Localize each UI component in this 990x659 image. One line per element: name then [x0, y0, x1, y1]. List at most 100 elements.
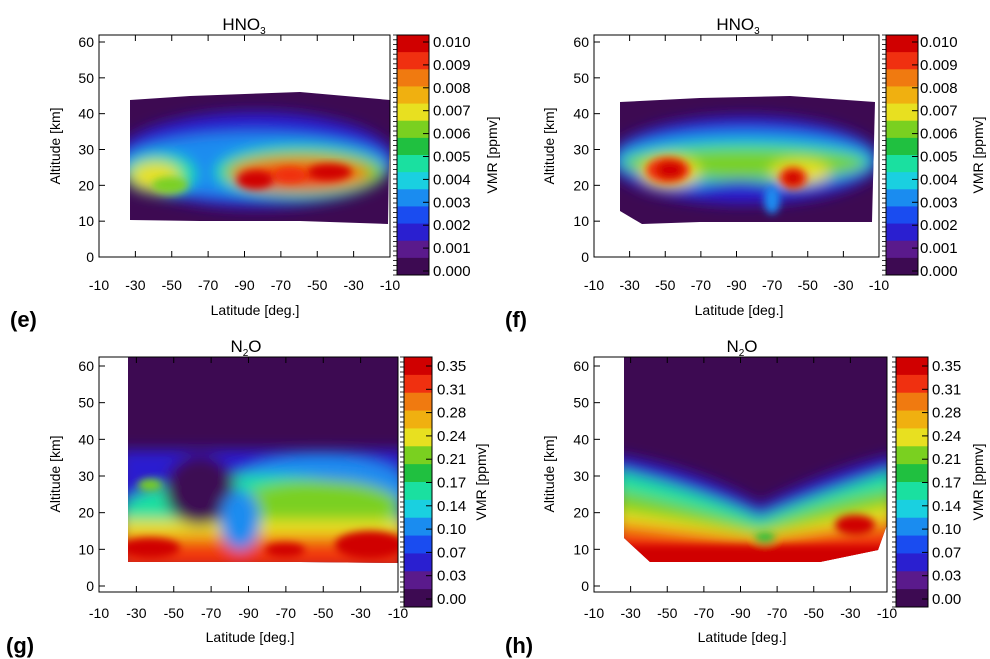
colorbar-tick-label: 0.07 [437, 544, 466, 561]
xtick-label: -90 [238, 605, 258, 621]
colorbar-tick-label: 0.17 [437, 475, 466, 492]
colorbar-segment [896, 428, 928, 447]
xtick-label: -70 [276, 605, 296, 621]
colorbar-tick-label: 0.006 [433, 126, 471, 143]
xtick-label: -50 [307, 277, 327, 293]
xlabel-g: Latitude [deg.] [206, 629, 295, 645]
panel-label-h: (h) [505, 633, 533, 658]
xlabel-h: Latitude [deg.] [698, 629, 787, 645]
xtick-label: -50 [804, 605, 824, 621]
colorbar-tick-label: 0.005 [433, 149, 471, 166]
panel-g: 0 10 20 30 40 50 60 -10 -30 -50 -70 -90 -70 -50 -30 -10… [78, 356, 466, 621]
heatmap-g [128, 357, 398, 563]
panel-title-g: N2O [230, 337, 261, 359]
colorbar-segment [886, 52, 918, 70]
colorbar-tick-label: 0.003 [433, 194, 471, 211]
colorbar-segment [404, 535, 432, 554]
xtick-label: -70 [691, 277, 711, 293]
ytick-label: 40 [78, 106, 94, 122]
colorbar-segment [397, 120, 429, 139]
xtick-label: -70 [198, 277, 218, 293]
colorbar-segment [896, 410, 928, 429]
colorbar-f: 0.010 0.009 0.008 0.007 0.006 0.005 0.004 0.003… [882, 34, 958, 280]
colorbar-segment [886, 69, 918, 87]
heatmap-f [620, 96, 875, 224]
colorbar-segment [886, 206, 918, 225]
colorbar-segment [896, 553, 928, 572]
colorbar-label-h: VMR [ppmv] [970, 443, 986, 520]
colorbar-segment [886, 103, 918, 122]
colorbar-label-e: VMR [ppmv] [484, 116, 500, 193]
colorbar-segment [404, 374, 432, 394]
colorbar-segment [896, 589, 928, 608]
xtick-label: -10 [877, 605, 897, 621]
xtick-label: -50 [164, 605, 184, 621]
colorbar-e: 0.010 0.009 0.008 0.007 0.006 0.005 0.004 0.003… [393, 34, 471, 280]
colorbar-tick-label: 0.010 [920, 34, 958, 51]
ytick-label: 10 [78, 213, 94, 229]
ylabel-h: Altitude [km] [541, 435, 557, 512]
ytick-label: 50 [573, 70, 589, 86]
colorbar-tick-label: 0.010 [433, 34, 471, 51]
xtick-label: -30 [620, 277, 640, 293]
colorbar-segment [404, 589, 432, 608]
colorbar-tick-label: 0.03 [437, 568, 466, 585]
colorbar-tick-label: 0.31 [932, 381, 961, 398]
ytick-label: 0 [86, 249, 94, 265]
xtick-label: -70 [762, 277, 782, 293]
colorbar-segment [404, 482, 432, 501]
colorbar-segment [896, 571, 928, 590]
colorbar-segment [896, 357, 928, 376]
colorbar-tick-label: 0.008 [433, 80, 471, 97]
panel-label-e: (e) [10, 307, 37, 332]
xtick-label: -30 [840, 605, 860, 621]
xtick-label: -10 [89, 277, 109, 293]
colorbar-tick-label: 0.007 [433, 103, 471, 120]
colorbar-tick-label: 0.24 [437, 428, 466, 445]
colorbar-tick-label: 0.10 [932, 521, 961, 538]
xtick-label: -70 [694, 605, 714, 621]
xtick-label: -90 [234, 277, 254, 293]
xlabel-e: Latitude [deg.] [211, 302, 300, 318]
ytick-label: 50 [78, 395, 94, 411]
xtick-label: -90 [726, 277, 746, 293]
colorbar-tick-label: 0.004 [433, 171, 471, 188]
panel-label-g: (g) [6, 633, 34, 658]
xtick-label: -10 [380, 277, 400, 293]
ytick-label: 60 [573, 358, 589, 374]
ytick-label: 30 [78, 142, 94, 158]
xtick-label: -50 [313, 605, 333, 621]
xtick-label: -30 [833, 277, 853, 293]
panel-h: 0 10 20 30 40 50 60 -10 -30 -50 -70 -90 -70 -50 -30 -10… [573, 356, 961, 621]
heatmap-h [624, 357, 887, 562]
ytick-label: 30 [573, 142, 589, 158]
colorbar-tick-label: 0.005 [920, 149, 958, 166]
ytick-label: 40 [573, 431, 589, 447]
ytick-label: 60 [78, 358, 94, 374]
colorbar-tick-label: 0.14 [437, 498, 466, 515]
xtick-label: -50 [657, 605, 677, 621]
colorbar-segment [404, 571, 432, 590]
colorbar-segment [404, 392, 432, 412]
colorbar-tick-label: 0.24 [932, 428, 961, 445]
colorbar-segment [886, 155, 918, 173]
colorbar-tick-label: 0.31 [437, 381, 466, 398]
colorbar-tick-label: 0.35 [437, 358, 466, 375]
colorbar-label-f: VMR [ppmv] [970, 116, 986, 193]
colorbar-tick-label: 0.17 [932, 475, 961, 492]
ytick-label: 20 [78, 177, 94, 193]
panel-title-f: HNO3 [716, 15, 760, 37]
colorbar-segment [896, 482, 928, 501]
ytick-label: 40 [78, 431, 94, 447]
ytick-label: 10 [573, 213, 589, 229]
colorbar-tick-label: 0.21 [932, 451, 961, 468]
colorbar-segment [886, 189, 918, 207]
colorbar-tick-label: 0.07 [932, 544, 961, 561]
colorbar-segment [896, 499, 928, 519]
panel-f: 0 10 20 30 40 50 60 -10 -30 -50 -70 -90 -70 -50 -30 -10… [573, 34, 957, 293]
colorbar-segment [397, 206, 429, 225]
axis-ticks-f: 0 10 20 30 40 50 60 -10 -30 -50 -70 -90 -70 -50 -30 -10 [573, 34, 889, 293]
xtick-label: -70 [201, 605, 221, 621]
xtick-label: -50 [655, 277, 675, 293]
